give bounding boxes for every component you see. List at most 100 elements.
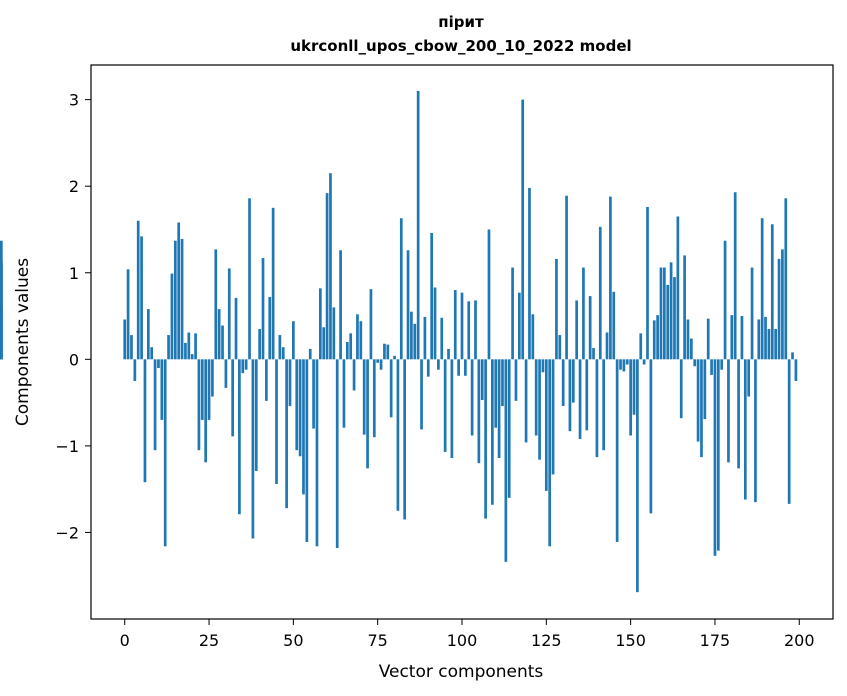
bar xyxy=(295,359,299,451)
bar xyxy=(163,359,167,547)
bar xyxy=(224,359,228,388)
bar xyxy=(170,273,174,360)
x-tick-label: 0 xyxy=(120,631,130,650)
y-tick-label: −2 xyxy=(55,523,79,542)
bar xyxy=(679,359,683,419)
bar xyxy=(777,258,781,360)
bar xyxy=(764,316,767,360)
bar xyxy=(575,300,579,360)
bar xyxy=(234,297,238,360)
bar xyxy=(227,268,231,360)
bar xyxy=(730,315,734,360)
bar xyxy=(474,300,477,360)
bar xyxy=(342,359,346,428)
bar xyxy=(464,359,467,376)
bar xyxy=(743,359,747,500)
bar xyxy=(740,316,744,360)
bar xyxy=(524,359,528,443)
bar xyxy=(541,359,545,373)
bar xyxy=(652,320,656,360)
bar xyxy=(372,359,376,438)
y-tick-label: 1 xyxy=(69,264,79,283)
bar xyxy=(673,277,676,360)
bar xyxy=(693,359,697,367)
bar xyxy=(160,359,164,420)
x-tick-label: 25 xyxy=(199,631,219,650)
bar xyxy=(285,359,288,509)
x-tick-label: 50 xyxy=(283,631,303,650)
bar xyxy=(359,321,363,360)
bar xyxy=(413,323,417,360)
bar xyxy=(649,359,653,514)
x-tick-label: 100 xyxy=(447,631,478,650)
bar xyxy=(271,207,275,360)
bar xyxy=(214,249,218,360)
bar xyxy=(265,359,268,401)
bar xyxy=(646,206,649,360)
bar xyxy=(292,321,295,360)
y-tick-label: −1 xyxy=(55,437,79,456)
bar xyxy=(197,359,201,451)
bar xyxy=(632,359,636,415)
bar xyxy=(426,359,430,377)
bar xyxy=(636,359,639,593)
bar xyxy=(791,352,794,360)
bar xyxy=(656,315,659,360)
bar xyxy=(325,193,329,360)
bar xyxy=(605,332,609,360)
x-tick-label: 75 xyxy=(368,631,388,650)
bar xyxy=(248,198,251,360)
bar xyxy=(140,236,143,360)
bar xyxy=(551,359,555,475)
bar xyxy=(491,359,494,505)
bar xyxy=(676,216,680,360)
bar xyxy=(123,319,127,360)
bar xyxy=(514,359,518,401)
bar xyxy=(487,229,491,360)
bar xyxy=(700,359,703,458)
bar xyxy=(200,359,204,420)
bar xyxy=(696,359,700,442)
bar xyxy=(177,222,181,360)
x-axis-ticks: 0 25 50 75 100 125 150 175 200 xyxy=(120,619,815,650)
plot-frame xyxy=(90,64,834,620)
bar xyxy=(187,332,191,360)
bar xyxy=(420,359,423,430)
bar xyxy=(386,344,390,360)
bar xyxy=(416,90,420,360)
bar xyxy=(298,359,302,457)
x-tick-label: 200 xyxy=(784,631,815,650)
bar xyxy=(437,359,440,370)
bar xyxy=(194,333,197,360)
bar xyxy=(261,258,265,360)
bar xyxy=(180,238,184,360)
bar xyxy=(497,359,501,458)
bar xyxy=(663,267,666,360)
bar xyxy=(383,343,386,360)
bar xyxy=(686,319,690,360)
bar xyxy=(750,267,754,360)
chart-title-line-1: пірит xyxy=(438,13,484,31)
bar xyxy=(376,359,380,363)
bar xyxy=(251,359,255,539)
bar xyxy=(723,240,727,360)
y-axis-label: Components values xyxy=(13,258,33,426)
bar xyxy=(241,359,245,374)
bar xyxy=(494,359,498,428)
bar xyxy=(595,359,599,458)
bar xyxy=(612,291,616,360)
bar xyxy=(629,359,632,436)
bar xyxy=(571,359,575,403)
bars-group xyxy=(0,90,798,593)
bar xyxy=(443,359,447,452)
bar xyxy=(733,192,737,360)
bar xyxy=(770,224,774,360)
bar xyxy=(369,289,373,360)
bar xyxy=(399,218,403,360)
bar xyxy=(345,342,349,360)
bar xyxy=(588,296,592,360)
bar xyxy=(447,348,450,360)
bar xyxy=(501,359,504,407)
bar xyxy=(329,173,332,360)
